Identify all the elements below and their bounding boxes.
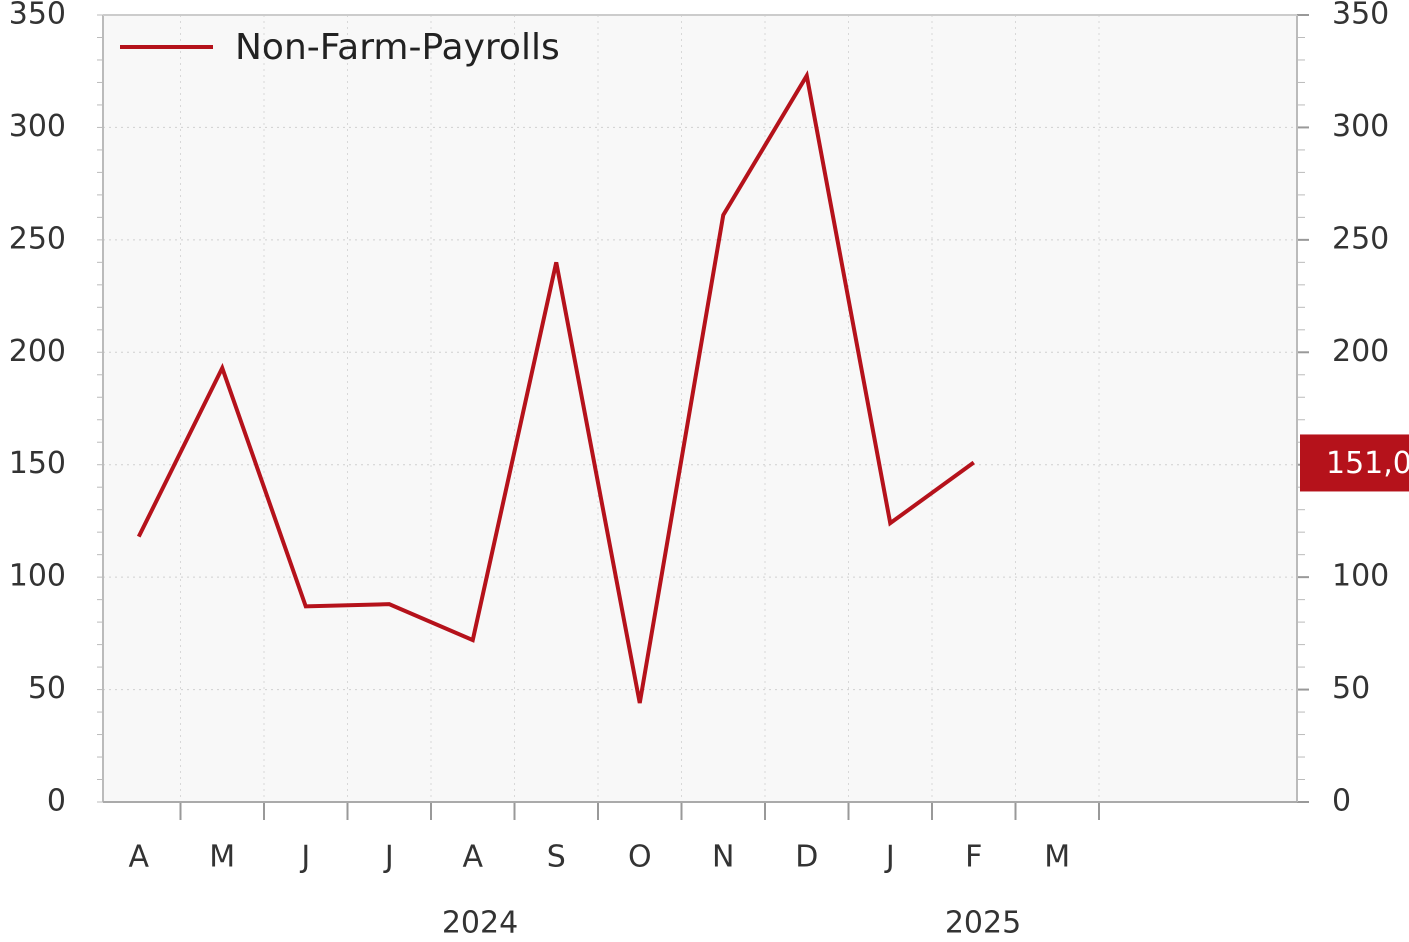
legend-label: Non-Farm-Payrolls <box>235 27 560 68</box>
x-tick-label: M <box>209 840 235 875</box>
y2-tick-label: 250 <box>1332 221 1389 256</box>
value-label-box <box>1300 434 1409 492</box>
y2-tick-label: 300 <box>1332 109 1389 144</box>
x-tick-label: S <box>547 840 566 875</box>
y-tick-label: 250 <box>9 221 66 256</box>
y2-tick-label: 0 <box>1332 784 1351 819</box>
y-tick-label: 50 <box>28 671 66 706</box>
y2-tick-label: 350 <box>1332 0 1389 32</box>
x-tick-label: J <box>884 840 895 875</box>
y-tick-label: 350 <box>9 0 66 32</box>
series-line <box>136 70 975 704</box>
x-tick-label: F <box>965 840 982 875</box>
x-group-label: 2025 <box>945 906 1021 941</box>
x-tick-label: O <box>628 840 652 875</box>
y2-tick-label: 100 <box>1332 559 1389 594</box>
x-tick-label: A <box>128 840 149 875</box>
y-tick-label: 200 <box>9 334 66 369</box>
x-tick-label: A <box>462 840 483 875</box>
y-tick-label: 0 <box>47 784 66 819</box>
x-tick-label: D <box>795 840 818 875</box>
value-label: 151,0 <box>1326 446 1409 481</box>
x-tick-label: J <box>383 840 394 875</box>
x-tick-label: N <box>712 840 734 875</box>
y2-tick-label: 200 <box>1332 334 1389 369</box>
x-group-label: 2024 <box>442 906 518 941</box>
y-tick-label: 150 <box>9 446 66 481</box>
y2-tick-label: 50 <box>1332 671 1370 706</box>
y-tick-label: 300 <box>9 109 66 144</box>
x-tick-label: M <box>1044 840 1070 875</box>
y-tick-label: 100 <box>9 559 66 594</box>
plot-background <box>103 15 1297 802</box>
x-tick-label: J <box>299 840 310 875</box>
